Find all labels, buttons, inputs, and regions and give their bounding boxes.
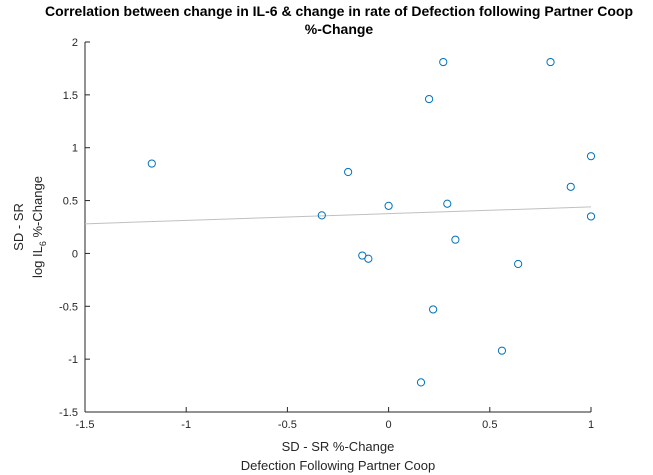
y-axis-ticks: -1.5 -1 -0.5 0 0.5 1 1.5 2 [59,37,90,419]
data-point [416,378,426,387]
trendline [84,206,592,225]
data-point [497,346,507,355]
x-tick-label: 0.5 [482,419,497,431]
data-point [317,211,326,220]
data-point [384,201,393,210]
data-point [443,199,452,208]
y-tick-label: -1.5 [59,407,78,419]
data-point [451,235,460,244]
x-axis-label-line-1: SD - SR %-Change [282,439,395,454]
y-tick-label: 0.5 [63,196,78,208]
y-tick-label: 0 [72,248,78,260]
y-axis-label-line-2: log IL6 %-Change [30,176,48,278]
y-tick-label: 1.5 [63,90,78,102]
x-tick-label: 0 [386,419,392,431]
data-point [514,259,523,269]
y-axis-label-line-1: SD - SR [11,203,26,251]
y-tick-label: 1 [72,143,78,155]
x-tick-label: -0.5 [278,419,297,431]
data-point [364,254,373,263]
data-point [344,167,353,177]
y-axis-label-subscript: 6 [38,241,48,246]
axes [84,42,591,413]
data-points [147,57,596,387]
data-point [546,57,555,67]
x-axis-label-line-2: Defection Following Partner Coop [241,458,435,473]
y-axis-label-pct-change: %-Change [30,176,45,241]
x-axis-ticks: -1.5 -1 -0.5 0 0.5 1 [76,407,594,431]
chart-title-line-1: Correlation between change in IL-6 & cha… [45,3,633,19]
x-tick-label: -1.5 [76,419,95,431]
data-point [566,182,575,191]
data-point [147,159,156,168]
data-point [424,94,434,104]
data-point [586,212,596,221]
y-tick-label: 2 [72,37,78,49]
chart-title-line-2: %-Change [305,21,374,37]
data-point [429,305,438,314]
y-tick-label: -0.5 [59,301,78,313]
data-point [439,57,448,67]
data-point [586,152,596,161]
x-tick-label: -1 [181,419,191,431]
y-tick-label: -1 [68,354,78,366]
y-axis-label-log-il: log IL [30,246,45,278]
x-tick-label: 1 [588,419,594,431]
